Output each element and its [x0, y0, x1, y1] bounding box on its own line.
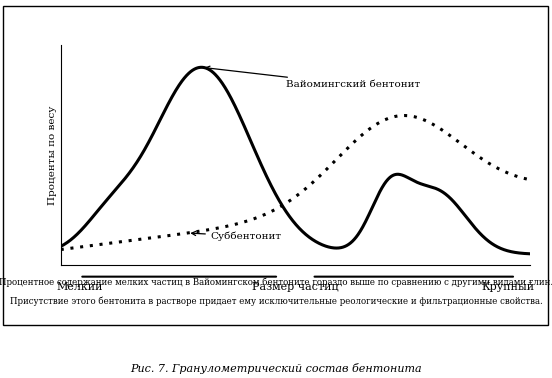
Text: Размер частиц: Размер частиц: [252, 282, 338, 292]
Text: Мелкий: Мелкий: [56, 282, 103, 292]
Text: Крупный: Крупный: [481, 282, 534, 292]
Text: Рис. 7. Гранулометрический состав бентонита: Рис. 7. Гранулометрический состав бентон…: [130, 363, 422, 374]
Text: Вайомингский бентонит: Вайомингский бентонит: [206, 66, 420, 89]
Y-axis label: Проценты по весу: Проценты по весу: [47, 105, 56, 204]
Text: Присутствие этого бентонита в растворе придает ему исключительные реологические : Присутствие этого бентонита в растворе п…: [9, 297, 543, 306]
Text: Процентное содержание мелких частиц в Вайомингском бентоните гораздо выше по сра: Процентное содержание мелких частиц в Ва…: [0, 278, 552, 287]
Text: Суббентонит: Суббентонит: [192, 231, 282, 241]
